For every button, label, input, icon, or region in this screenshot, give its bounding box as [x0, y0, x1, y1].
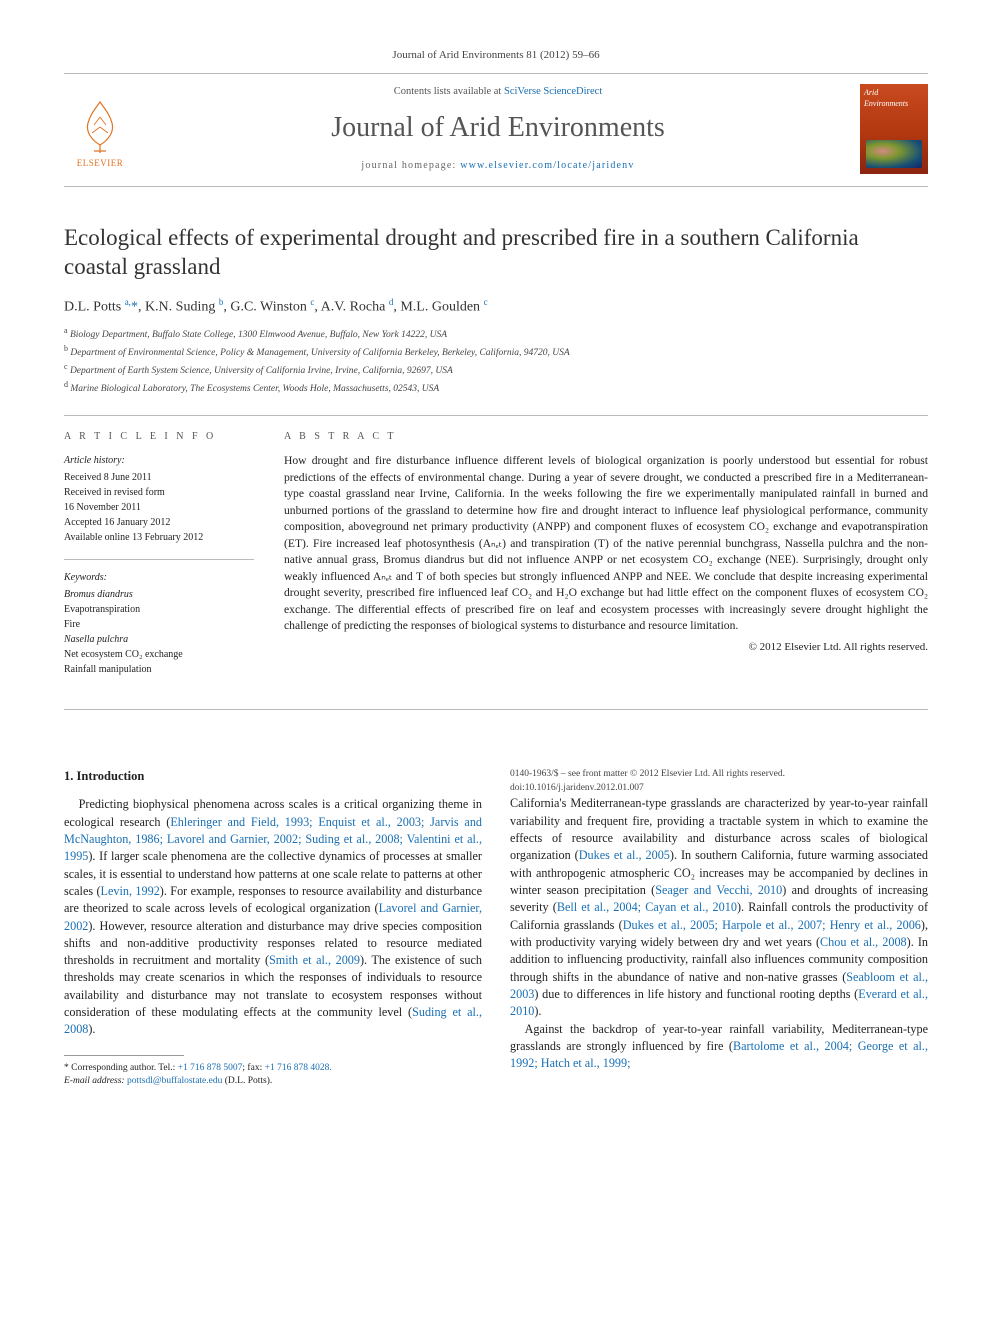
history-line: 16 November 2011: [64, 500, 254, 515]
corresponding-author-footnote: * Corresponding author. Tel.: +1 716 878…: [64, 1062, 482, 1089]
article-history-block: Article history: Received 8 June 2011Rec…: [64, 453, 254, 545]
article-title: Ecological effects of experimental droug…: [64, 223, 928, 282]
citation-link[interactable]: Dukes et al., 2005: [579, 848, 670, 862]
journal-cover-thumbnail[interactable]: Arid Environments: [860, 84, 928, 174]
abstract-head: A B S T R A C T: [284, 430, 928, 444]
article-info-sidebar: A R T I C L E I N F O Article history: R…: [64, 430, 254, 692]
homepage-prefix: journal homepage:: [361, 160, 460, 171]
keywords-block: Keywords: Bromus diandrusEvapotranspirat…: [64, 570, 254, 677]
author-line: D.L. Potts a,*, K.N. Suding b, G.C. Wins…: [64, 296, 928, 318]
info-abstract-row: A R T I C L E I N F O Article history: R…: [64, 430, 928, 692]
citation-link[interactable]: Smith et al., 2009: [269, 953, 360, 967]
article-history-head: Article history:: [64, 453, 254, 468]
history-line: Available online 13 February 2012: [64, 530, 254, 545]
doi-line[interactable]: doi:10.1016/j.jaridenv.2012.01.007: [510, 782, 928, 795]
citation-link[interactable]: Bell et al., 2004; Cayan et al., 2010: [557, 900, 737, 914]
sciencedirect-link[interactable]: SciVerse ScienceDirect: [504, 86, 602, 97]
front-matter-line: 0140-1963/$ – see front matter © 2012 El…: [510, 768, 928, 781]
affiliation-line: a Biology Department, Buffalo State Coll…: [64, 325, 928, 343]
body-paragraph: Against the backdrop of year-to-year rai…: [510, 1021, 928, 1073]
cover-title-text: Arid Environments: [864, 88, 908, 108]
affiliations-block: a Biology Department, Buffalo State Coll…: [64, 325, 928, 397]
citation-link[interactable]: Dukes et al., 2005; Harpole et al., 2007…: [623, 918, 921, 932]
affiliation-line: b Department of Environmental Science, P…: [64, 343, 928, 361]
affiliation-line: c Department of Earth System Science, Un…: [64, 361, 928, 379]
section-1-head: 1. Introduction: [64, 768, 482, 786]
keyword-line: Net ecosystem CO₂ exchange: [64, 647, 254, 662]
divider-rule: [64, 415, 928, 416]
contents-available-line: Contents lists available at SciVerse Sci…: [152, 85, 844, 99]
homepage-link[interactable]: www.elsevier.com/locate/jaridenv: [460, 160, 634, 171]
keyword-line: Evapotranspiration: [64, 602, 254, 617]
fax-text: +1 716 878 4028.: [265, 1063, 332, 1073]
masthead: ELSEVIER Contents lists available at Sci…: [64, 73, 928, 187]
article-info-head: A R T I C L E I N F O: [64, 430, 254, 444]
keywords-head: Keywords:: [64, 570, 254, 585]
abstract-text: How drought and fire disturbance influen…: [284, 453, 928, 634]
abstract-block: A B S T R A C T How drought and fire dis…: [284, 430, 928, 692]
keyword-line: Bromus diandrus: [64, 587, 254, 602]
running-head-citation: Journal of Arid Environments 81 (2012) 5…: [64, 48, 928, 63]
body-paragraph: Predicting biophysical phenomena across …: [64, 796, 482, 1039]
footnote-separator: [64, 1055, 184, 1056]
keyword-line: Nasella pulchra: [64, 632, 254, 647]
affiliation-line: d Marine Biological Laboratory, The Ecos…: [64, 379, 928, 397]
citation-link[interactable]: Levin, 1992: [101, 884, 160, 898]
elsevier-tree-icon: [70, 97, 130, 157]
elsevier-logo[interactable]: ELSEVIER: [64, 89, 136, 169]
doi-block: 0140-1963/$ – see front matter © 2012 El…: [510, 768, 928, 795]
body-paragraph: California's Mediterranean-type grasslan…: [510, 795, 928, 1020]
citation-link[interactable]: Seager and Vecchi, 2010: [655, 883, 782, 897]
contents-prefix: Contents lists available at: [394, 86, 504, 97]
keyword-line: Fire: [64, 617, 254, 632]
masthead-center: Contents lists available at SciVerse Sci…: [152, 85, 844, 172]
citation-link[interactable]: Chou et al., 2008: [820, 935, 907, 949]
keyword-line: Rainfall manipulation: [64, 662, 254, 677]
divider-rule-2: [64, 709, 928, 710]
email-link[interactable]: pottsdl@buffalostate.edu: [127, 1076, 222, 1086]
history-line: Accepted 16 January 2012: [64, 515, 254, 530]
body-text: 1. Introduction Predicting biophysical p…: [64, 768, 928, 1088]
elsevier-label: ELSEVIER: [77, 157, 124, 169]
history-line: Received in revised form: [64, 485, 254, 500]
abstract-copyright: © 2012 Elsevier Ltd. All rights reserved…: [284, 640, 928, 655]
journal-name: Journal of Arid Environments: [152, 109, 844, 147]
history-line: Received 8 June 2011: [64, 470, 254, 485]
tel-link[interactable]: +1 716 878 5007: [178, 1063, 243, 1073]
info-divider: [64, 559, 254, 560]
journal-homepage-line: journal homepage: www.elsevier.com/locat…: [152, 159, 844, 173]
